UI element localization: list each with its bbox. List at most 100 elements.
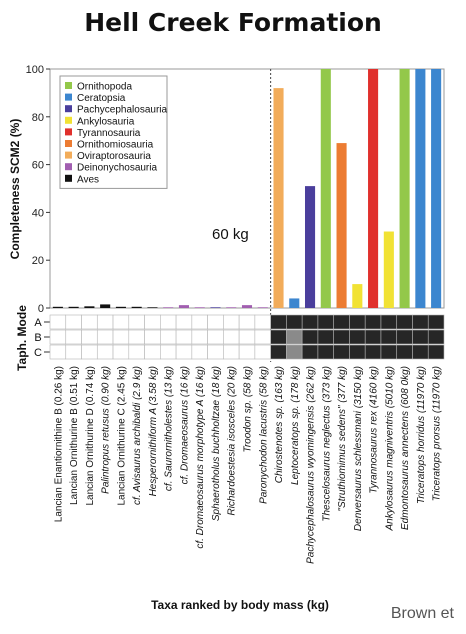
chart-title: Hell Creek Formation xyxy=(84,8,382,37)
bar xyxy=(210,307,221,308)
x-tick-label: Lancian Ornithurine D (0.74 kg) xyxy=(85,366,96,506)
legend-label: Deinonychosauria xyxy=(77,163,157,174)
taphonomy-cell xyxy=(81,329,98,345)
y-axis-label: Completeness SCM2 (%) xyxy=(8,119,22,260)
bar xyxy=(320,69,331,308)
x-tick-label: Denversaurus schlessmani (3150 kg) xyxy=(353,366,364,531)
x-tick-label: Triceratops horridus (11970 kg) xyxy=(416,366,427,504)
legend-swatch xyxy=(65,140,72,147)
taphonomy-cell xyxy=(238,329,256,345)
legend-swatch xyxy=(65,82,72,89)
bar xyxy=(52,306,63,308)
taphonomy-cell xyxy=(175,314,193,330)
legend-label: Tyrannosauria xyxy=(77,128,141,139)
y-tick-label: 40 xyxy=(32,207,44,219)
x-tick-label: cf. Saurornitholestes (13 kg) xyxy=(164,366,175,491)
x-tick-label: Troodon sp. (58 kg) xyxy=(243,366,254,453)
taphonomy-cell xyxy=(65,329,82,345)
taphonomy-cell xyxy=(333,329,350,345)
legend-swatch xyxy=(65,174,72,182)
taphonomy-cell xyxy=(81,314,98,330)
taphonomy-cell xyxy=(112,344,130,360)
taphonomy-cell xyxy=(427,314,445,330)
bar xyxy=(241,305,253,308)
legend-label: Ankylosauria xyxy=(77,116,135,127)
taphonomy-cell xyxy=(96,314,114,330)
taphonomy-cell xyxy=(254,329,271,345)
taphonomy-cell xyxy=(286,314,303,330)
bar xyxy=(289,298,300,308)
taphonomy-cell xyxy=(49,344,67,360)
taphonomy-cell xyxy=(349,329,366,345)
x-tick-label: Chirostenotes sp. (163 kg) xyxy=(274,366,285,483)
taphonomy-cell xyxy=(254,344,271,360)
taphonomy-cell xyxy=(96,344,114,360)
legend-swatch xyxy=(65,105,72,113)
legend-label: Ceratopsia xyxy=(77,93,126,104)
bar xyxy=(383,231,394,308)
taphonomy-cell xyxy=(238,314,256,330)
legend-swatch xyxy=(65,93,72,101)
taphonomy-cell xyxy=(175,329,193,345)
x-tick-label: Hesperornithiform A (3.58 kg) xyxy=(148,366,159,496)
bar xyxy=(431,69,442,308)
taphonomy-cell xyxy=(396,329,413,345)
taphonomy-cell xyxy=(96,329,114,345)
taphonomy-mode-label: C xyxy=(34,347,42,359)
taphonomy-cell xyxy=(380,314,398,330)
taphonomy-cell xyxy=(396,344,413,360)
credit-text: Brown et xyxy=(390,605,454,622)
bar xyxy=(100,304,111,308)
x-tick-label: Lancian Ornithurine B (0.51 kg) xyxy=(69,366,80,505)
x-tick-label: Pachycephalosaurus wyomingensis (262 kg) xyxy=(306,366,317,564)
y-tick-label: 0 xyxy=(38,303,44,315)
x-tick-label: Tyrannosaurus rex (4160 kg) xyxy=(369,366,380,494)
taphonomy-cell xyxy=(286,329,303,345)
taphonomy-cell xyxy=(412,314,429,330)
legend-label: Oviraptorosauria xyxy=(77,151,151,162)
taphonomy-cell xyxy=(427,344,445,360)
taphonomy-cell xyxy=(270,344,287,360)
legend-label: Ornithomiosauria xyxy=(77,140,154,151)
y-tick-label: 20 xyxy=(32,255,44,267)
taphonomy-label: Taph. Mode xyxy=(15,305,29,371)
bar xyxy=(68,306,79,308)
legend-box xyxy=(59,75,168,189)
taphonomy-cell xyxy=(160,344,177,360)
x-tick-label: Thescelosaurus neglectus (373 kg) xyxy=(321,366,332,522)
x-tick-label: Ankylosaurus magniventris (5010 kg) xyxy=(384,366,395,532)
taphonomy-cell xyxy=(191,329,208,345)
taphonomy-cell xyxy=(349,344,366,360)
taphonomy-cell xyxy=(412,344,429,360)
taphonomy-cell xyxy=(380,344,398,360)
x-tick-label: cf. Dromaeosaurus (16 kg) xyxy=(180,366,191,484)
bar xyxy=(147,307,158,308)
taphonomy-cell xyxy=(144,344,161,360)
taphonomy-cell xyxy=(364,329,382,345)
taphonomy-cell xyxy=(112,314,130,330)
bar xyxy=(163,307,174,308)
y-axis: 0 20 40 60 80 100 xyxy=(26,64,50,315)
x-tick-label: Paronychodon lacustris (58 kg) xyxy=(258,366,269,504)
taphonomy-cell xyxy=(223,344,240,360)
x-tick-labels: Lancian Enantiornithine B (0.26 kg) Lanci… xyxy=(53,366,442,564)
x-tick-label: Richardoestesia isosceles (20 kg) xyxy=(227,366,238,516)
taphonomy-cell xyxy=(286,344,303,360)
y-tick-label: 100 xyxy=(26,64,44,76)
legend-swatch xyxy=(65,116,72,124)
taphonomy-cell xyxy=(301,344,319,360)
x-tick-label: Leptoceratops sp. (178 kg) xyxy=(290,366,301,485)
y-tick-label: 60 xyxy=(32,160,44,172)
taphonomy-cell xyxy=(81,344,98,360)
legend-label: Aves xyxy=(77,174,99,185)
taphonomy-cell xyxy=(191,344,208,360)
taphonomy-cell xyxy=(317,329,334,345)
taphonomy-cell xyxy=(207,329,224,345)
taphonomy-cell xyxy=(49,329,67,345)
taphonomy-cell xyxy=(317,314,334,330)
x-tick-label: Palintropus retusus (0.90 kg) xyxy=(101,366,112,494)
bar xyxy=(399,69,410,308)
taphonomy-cell xyxy=(65,344,82,360)
x-tick-label: Triceratops prorsus (11970 kg) xyxy=(432,366,443,501)
bar xyxy=(415,69,426,308)
